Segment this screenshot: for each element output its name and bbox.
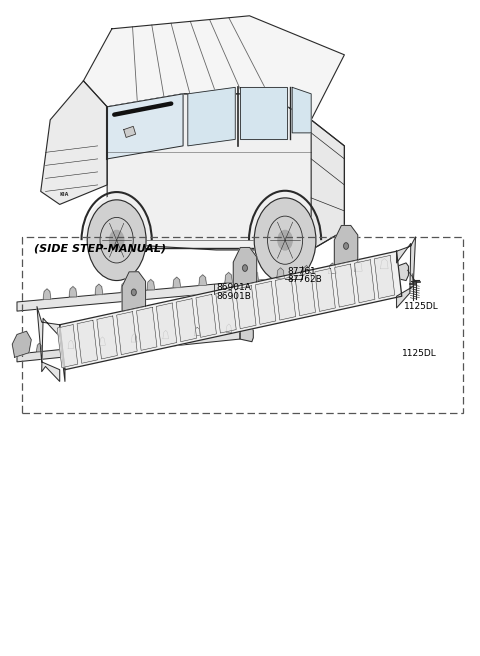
Polygon shape <box>295 273 315 316</box>
Polygon shape <box>122 272 145 311</box>
Circle shape <box>132 289 136 296</box>
Bar <box>22 237 463 413</box>
Polygon shape <box>277 268 284 278</box>
Text: 87761: 87761 <box>288 267 316 276</box>
Polygon shape <box>255 281 276 324</box>
Polygon shape <box>275 277 296 320</box>
Polygon shape <box>251 270 258 281</box>
Polygon shape <box>396 237 416 308</box>
Text: 86901A: 86901A <box>216 283 251 292</box>
Circle shape <box>242 265 247 272</box>
Polygon shape <box>156 303 177 346</box>
Polygon shape <box>107 94 183 159</box>
Circle shape <box>254 198 316 283</box>
Polygon shape <box>196 295 216 337</box>
Polygon shape <box>117 312 137 355</box>
Circle shape <box>87 200 146 281</box>
Polygon shape <box>354 260 375 303</box>
Text: 1125DL: 1125DL <box>402 350 437 358</box>
Polygon shape <box>335 264 355 307</box>
Polygon shape <box>36 343 42 352</box>
Polygon shape <box>303 266 310 276</box>
Text: (SIDE STEP-MANUAL): (SIDE STEP-MANUAL) <box>34 243 166 253</box>
Polygon shape <box>57 325 78 367</box>
Polygon shape <box>315 268 336 312</box>
Polygon shape <box>240 87 288 139</box>
Polygon shape <box>173 277 180 287</box>
Polygon shape <box>124 127 136 137</box>
Polygon shape <box>12 331 31 358</box>
Polygon shape <box>60 251 402 370</box>
Text: 1125DL: 1125DL <box>404 302 438 311</box>
Polygon shape <box>225 272 232 283</box>
Polygon shape <box>226 324 232 333</box>
Polygon shape <box>194 327 200 336</box>
Text: KIA: KIA <box>60 192 69 197</box>
Polygon shape <box>335 226 358 265</box>
Polygon shape <box>77 320 97 363</box>
Polygon shape <box>240 327 253 342</box>
Polygon shape <box>41 81 107 205</box>
Polygon shape <box>147 279 155 290</box>
Polygon shape <box>392 263 408 281</box>
Polygon shape <box>84 16 344 120</box>
Polygon shape <box>163 331 168 339</box>
Polygon shape <box>60 325 65 381</box>
Polygon shape <box>176 298 197 342</box>
Polygon shape <box>381 258 388 269</box>
Polygon shape <box>69 287 77 297</box>
Polygon shape <box>100 337 105 345</box>
Circle shape <box>278 230 292 250</box>
Polygon shape <box>355 261 362 271</box>
Polygon shape <box>107 94 183 159</box>
Polygon shape <box>95 284 103 295</box>
Polygon shape <box>43 289 51 299</box>
Polygon shape <box>17 268 392 311</box>
Polygon shape <box>329 263 336 274</box>
Polygon shape <box>136 307 157 350</box>
Polygon shape <box>37 306 60 381</box>
Text: 87762B: 87762B <box>288 276 322 285</box>
Wedge shape <box>84 196 149 240</box>
Polygon shape <box>131 334 137 342</box>
Polygon shape <box>236 285 256 329</box>
Polygon shape <box>311 120 344 250</box>
Polygon shape <box>107 94 344 250</box>
Polygon shape <box>97 316 117 359</box>
Polygon shape <box>233 247 257 287</box>
Polygon shape <box>374 255 395 298</box>
Circle shape <box>344 243 348 249</box>
Polygon shape <box>199 275 206 285</box>
Polygon shape <box>121 282 129 293</box>
Polygon shape <box>188 87 235 146</box>
Polygon shape <box>17 331 240 362</box>
Polygon shape <box>292 87 311 133</box>
Text: 86901B: 86901B <box>216 292 251 300</box>
Polygon shape <box>216 290 236 333</box>
Polygon shape <box>68 340 74 348</box>
Circle shape <box>109 230 124 250</box>
